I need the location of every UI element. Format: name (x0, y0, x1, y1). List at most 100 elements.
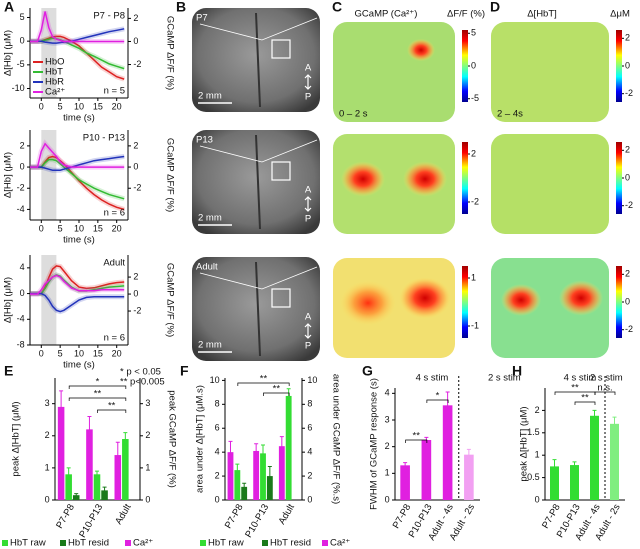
y-tick-label: 2 (535, 405, 540, 415)
bar (260, 453, 266, 500)
y-tick-label: 0 (133, 161, 138, 171)
y-tick-label: 3 (385, 414, 390, 424)
legend-label: HbT (45, 67, 63, 78)
error-bar (267, 466, 272, 487)
bar (285, 395, 292, 500)
annotation: n = 5 (104, 86, 125, 97)
activation-blob (341, 161, 385, 197)
panel-label: G (362, 363, 373, 379)
x-tick-label: 15 (93, 223, 103, 233)
bar (101, 490, 108, 500)
series-line (30, 274, 125, 295)
y2-axis-label: GCaMP ΔF/F (%) (164, 138, 175, 212)
y-tick-label: 8 (215, 399, 220, 409)
x-tick-label: Adult (277, 502, 298, 527)
colorbar (462, 266, 468, 338)
window-lines (199, 17, 318, 41)
annotation: 2 s stim (488, 373, 521, 384)
colorbar-tick-label: 0 (471, 60, 476, 70)
annotation: 2 s stim (590, 373, 623, 384)
series-line (30, 292, 125, 313)
bar (550, 466, 559, 500)
orientation-label: A (305, 312, 312, 323)
annotation: 4 s stim (564, 373, 597, 384)
orientation-arrow (304, 323, 312, 339)
bar (241, 486, 248, 500)
activation-blob (399, 277, 451, 319)
error-bar (235, 463, 240, 477)
bar (278, 446, 285, 500)
colorbar-tick-label: 5 (471, 28, 476, 38)
series-line (30, 142, 125, 168)
orientation-label: A (305, 185, 312, 196)
x-tick-label: 20 (112, 101, 122, 111)
significance-label: ** (581, 393, 589, 404)
legend-label: HbT raw (10, 538, 46, 549)
activation-blob (340, 280, 396, 326)
y-axis-label: Δ[Hb] (μM) (3, 277, 14, 323)
annotation: n = 6 (104, 208, 125, 219)
bar (114, 455, 122, 500)
annotation: ** p<0.005 (120, 377, 165, 388)
error-bar (102, 486, 107, 495)
error-bar (552, 459, 557, 474)
colorbar (616, 266, 622, 338)
activation-blob (407, 38, 435, 62)
y-tick-label: 0 (145, 494, 150, 504)
bar (590, 415, 599, 500)
midline (255, 261, 261, 357)
colorbar-tick-label: -2 (471, 196, 479, 206)
legend-label: HbR (45, 77, 64, 88)
roi-box (271, 161, 291, 181)
significance-bracket (68, 385, 127, 389)
error-bar (572, 461, 577, 469)
colorbar-tick-label: -2 (625, 200, 633, 210)
legend-swatch (262, 540, 268, 546)
chart-title: P7 - P8 (93, 11, 125, 22)
significance-bracket (405, 439, 428, 443)
x-tick-label: P10-P13 (243, 502, 271, 540)
image-label: P7 (196, 13, 208, 24)
y-tick-label: 3 (45, 398, 50, 408)
significance-label: * (96, 377, 100, 388)
colorbar-tick-label: 2 (625, 145, 630, 155)
roi-box (271, 39, 291, 59)
orientation-label: P (305, 214, 311, 225)
y-tick-label: -5 (17, 59, 25, 69)
error-bar (279, 436, 284, 457)
bar (266, 476, 273, 500)
significance-bracket (97, 409, 127, 413)
y-tick-label: -4 (17, 314, 25, 324)
x-tick-label: 0 (39, 101, 44, 111)
significance-label: ** (413, 431, 421, 442)
y-tick-label: 4 (385, 388, 390, 398)
colorbar-tick-label: 2 (625, 269, 630, 279)
error-bar (66, 467, 71, 482)
colorbar-tick-label: 1 (471, 272, 476, 282)
colorbar-tick-label: -2 (625, 324, 633, 334)
x-tick-label: 20 (112, 223, 122, 233)
panel-label: F (180, 363, 189, 379)
error-bar (592, 409, 597, 422)
bar (234, 470, 241, 500)
y-tick-label: -10 (12, 83, 25, 93)
series-line (30, 155, 125, 171)
bar (86, 429, 93, 500)
annotation: n = 6 (104, 333, 125, 344)
error-bar (228, 440, 233, 464)
activation-blob (501, 284, 541, 316)
y-tick-label: 0 (45, 494, 50, 504)
colorbar (616, 142, 622, 214)
error-bar (445, 391, 450, 420)
x-tick-label: 5 (58, 348, 63, 358)
error-bar (115, 441, 120, 469)
bar (464, 454, 474, 500)
error-bar (59, 390, 64, 424)
y2-axis-label: GCaMP ΔF/F (%) (164, 263, 175, 337)
y-tick-label: 0 (20, 288, 25, 298)
error-bar (466, 448, 471, 461)
colorbar-unit: ΔμM (610, 9, 630, 20)
y-tick-label: 2 (385, 441, 390, 451)
map-image (491, 22, 609, 122)
